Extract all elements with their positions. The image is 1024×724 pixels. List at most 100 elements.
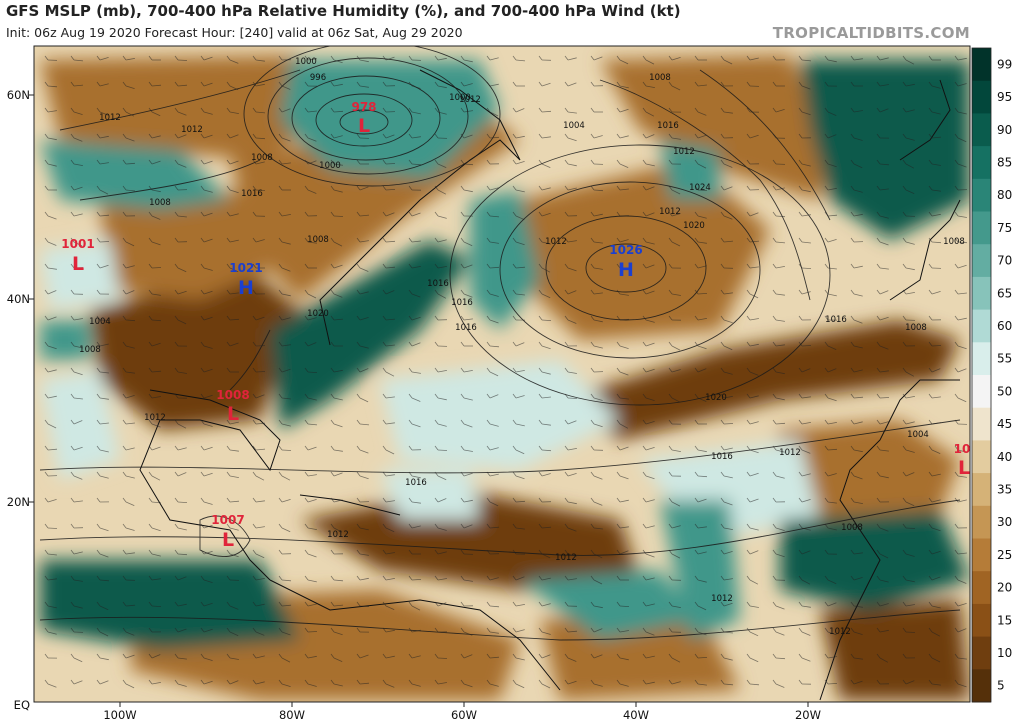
high-letter: H [238, 277, 254, 299]
colorbar-swatch [972, 603, 991, 638]
colorbar-swatch [972, 407, 991, 441]
isobar-label: 1008 [905, 323, 927, 333]
isobar-label: 1004 [563, 121, 585, 131]
humidity-region [280, 60, 500, 180]
map-plot-area [34, 46, 970, 702]
isobar-label: 1000 [295, 57, 317, 67]
isobar-label: 1008 [307, 235, 329, 245]
lon-label-20w: 20W [795, 708, 821, 722]
isobar-label: 1008 [79, 345, 101, 355]
high-value: 1026 [609, 243, 642, 257]
colorbar-tick-label: 95 [997, 90, 1012, 104]
humidity-field [40, 55, 970, 700]
isobar-label: 996 [310, 73, 326, 83]
colorbar-swatch [972, 669, 991, 703]
lon-label-40w: 40W [623, 708, 649, 722]
isobar-label: 1020 [307, 309, 329, 319]
humidity-region [520, 570, 700, 640]
isobar-label: 1012 [659, 207, 681, 217]
humidity-region [560, 320, 960, 440]
colorbar-swatch [972, 473, 991, 507]
colorbar-tick-label: 70 [997, 254, 1012, 268]
isobar-label: 1008 [943, 237, 965, 247]
isobar-label: 1016 [825, 315, 847, 325]
low-center-1007: 1007 L [211, 513, 244, 551]
tick-marks [29, 94, 809, 707]
low-value: 1001 [61, 237, 94, 251]
map-title: GFS MSLP (mb), 700-400 hPa Relative Humi… [6, 2, 681, 20]
map-subtitle: Init: 06z Aug 19 2020 Forecast Hour: [24… [6, 25, 463, 40]
low-letter: L [222, 529, 234, 551]
lat-label-60n: 60N [7, 88, 30, 102]
colorbar-tick-label: 99 [997, 57, 1012, 71]
colorbar-swatch [972, 211, 991, 245]
colorbar-tick-label: 40 [997, 450, 1012, 464]
lat-labels: 60N 40N 20N EQ [7, 88, 30, 712]
low-center-978: 978 L [351, 100, 376, 137]
isobar-label: 1016 [451, 298, 473, 308]
low-center-edge: 10 L [954, 442, 971, 479]
lon-label-100w: 100W [103, 708, 136, 722]
humidity-region [800, 60, 970, 240]
humidity-region [270, 240, 470, 430]
colorbar-swatch [972, 440, 991, 474]
isobar-label: 1020 [705, 393, 727, 403]
isobar-label: 1016 [455, 323, 477, 333]
humidity-region [780, 510, 970, 610]
isobar-label: 1012 [181, 125, 203, 135]
colorbar-tick-label: 20 [997, 581, 1012, 595]
humidity-region [660, 500, 740, 640]
high-center-1021: 1021 H [229, 261, 262, 299]
lon-labels: 100W 80W 60W 40W 20W [103, 708, 821, 722]
isobar-label: 1012 [327, 530, 349, 540]
isobar-label: 1012 [144, 413, 166, 423]
lon-label-60w: 60W [451, 708, 477, 722]
humidity-region [40, 240, 120, 310]
colorbar-tick-label: 45 [997, 417, 1012, 431]
isobar-label: 1024 [689, 183, 711, 193]
low-letter: L [227, 403, 239, 425]
isobar-label: 1000 [449, 93, 471, 103]
high-value: 1021 [229, 261, 262, 275]
colorbar-tick-label: 60 [997, 319, 1012, 333]
colorbar-tick-label: 85 [997, 155, 1012, 169]
isobar-label: 1016 [241, 189, 263, 199]
low-letter: L [958, 457, 970, 479]
plot-frame [33, 45, 971, 703]
isobar-label: 1008 [149, 198, 171, 208]
colorbar-tick-label: 5 [997, 679, 1005, 693]
lat-label-40n: 40N [7, 292, 30, 306]
low-value: 1008 [216, 388, 249, 402]
colorbar-tick-label: 30 [997, 515, 1012, 529]
colorbar-swatch [972, 309, 991, 343]
colorbar-swatch [972, 113, 991, 147]
colorbar-swatch [972, 178, 991, 212]
pressure-centers: 978 L 1026 H 1021 H 1001 L 1008 L 1007 L… [61, 100, 970, 551]
colorbar-swatch [972, 342, 991, 376]
colorbar: 99 95 90 85 80 75 70 65 60 55 50 45 40 35 30 25 20 15 10 5 [971, 47, 1012, 703]
humidity-region [660, 140, 720, 200]
humidity-region [40, 140, 230, 210]
colorbar-swatch [972, 538, 991, 572]
brand-watermark: TROPICALTIDBITS.COM [772, 24, 970, 42]
colorbar-tick-label: 10 [997, 646, 1012, 660]
isobar-label: 1012 [829, 627, 851, 637]
isobar-label: 1012 [711, 594, 733, 604]
colorbar-swatch [972, 146, 991, 180]
isobar-label: 1016 [405, 478, 427, 488]
isobar-label: 1016 [657, 121, 679, 131]
high-letter: H [618, 259, 634, 281]
low-value: 978 [351, 100, 376, 114]
high-center-1026: 1026 H [609, 243, 642, 281]
colorbar-swatch [972, 636, 991, 670]
humidity-region [820, 600, 970, 700]
low-letter: L [72, 253, 84, 275]
lat-label-eq: EQ [14, 698, 30, 712]
isobar-label: 1000 [319, 161, 341, 171]
colorbar-tick-label: 80 [997, 188, 1012, 202]
colorbar-tick-label: 65 [997, 286, 1012, 300]
lat-label-20n: 20N [7, 495, 30, 509]
low-value: 1007 [211, 513, 244, 527]
lon-label-80w: 80W [279, 708, 305, 722]
